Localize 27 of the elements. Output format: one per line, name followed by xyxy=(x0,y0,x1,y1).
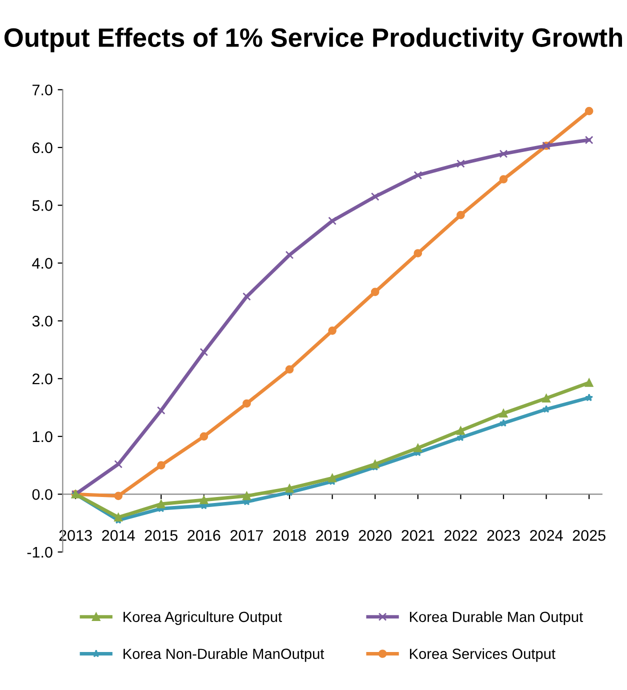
y-tick-label: 6.0 xyxy=(32,142,52,154)
x-tick-label: 2017 xyxy=(230,530,263,541)
x-tick-label: 2021 xyxy=(402,530,434,541)
chart-title: Output Effects of 1% Service Productivity Growth xyxy=(4,28,622,52)
legend-label: Korea Durable Man Output xyxy=(410,611,583,625)
y-tick-label: 2.0 xyxy=(32,374,52,384)
x-tick-label: 2023 xyxy=(487,530,520,541)
legend-label: Korea Non-Durable ManOutput xyxy=(124,648,324,662)
x-tick-label: 2022 xyxy=(444,530,477,541)
x-tick-label: 2018 xyxy=(273,530,306,541)
x-tick-label: 2013 xyxy=(59,530,92,541)
x-tick-label: 2024 xyxy=(530,530,563,541)
y-tick-label: 0.0 xyxy=(32,489,52,500)
y-tick-label: 7.0 xyxy=(32,84,52,96)
y-tick-label: 4.0 xyxy=(32,258,52,269)
y-tick-label: 3.0 xyxy=(32,316,52,327)
x-tick-label: 2015 xyxy=(144,530,178,541)
x-tick-label: 2025 xyxy=(572,530,606,541)
x-tick-label: 2019 xyxy=(316,530,349,541)
legend-label: Korea Services Output xyxy=(410,648,556,662)
legend-label: Korea Agriculture Output xyxy=(124,611,282,625)
y-tick-label: 5.0 xyxy=(32,200,52,211)
x-tick-label: 2016 xyxy=(188,530,220,541)
y-tick-label: 1.0 xyxy=(32,431,52,442)
x-tick-label: 2014 xyxy=(102,530,135,541)
y-tick-label: -1.0 xyxy=(27,546,52,558)
x-tick-label: 2020 xyxy=(358,530,392,541)
